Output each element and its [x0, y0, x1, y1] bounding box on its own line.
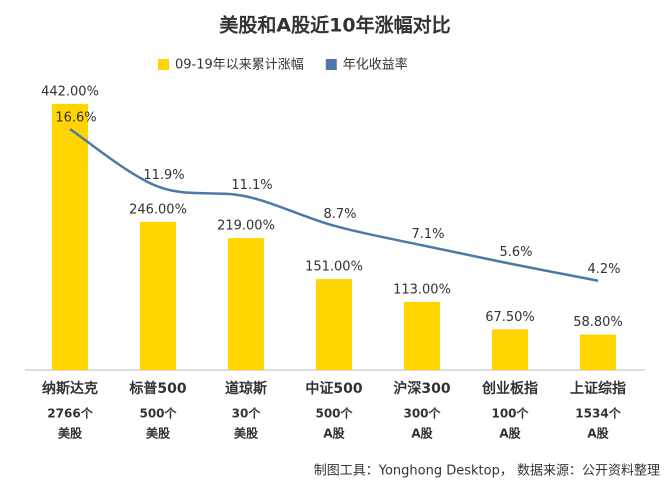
- category-note: A股: [323, 426, 345, 441]
- category-note: 1534个: [575, 406, 621, 421]
- category-note: A股: [411, 426, 433, 441]
- category-note: 2766个: [47, 406, 93, 421]
- x-tick-label: 上证综指: [570, 380, 626, 397]
- line-value-label: 7.1%: [411, 227, 444, 242]
- x-tick-label: 标普500: [128, 380, 186, 397]
- line-value-label: 11.1%: [231, 178, 272, 193]
- bar: [316, 279, 352, 370]
- category-note: 100个: [491, 406, 529, 421]
- line-value-label: 8.7%: [323, 207, 356, 222]
- bar: [492, 329, 528, 370]
- bar: [140, 221, 176, 370]
- bar: [580, 334, 616, 370]
- legend-label: 年化收益率: [343, 57, 408, 73]
- category-note: 300个: [403, 406, 441, 421]
- line-value-label: 4.2%: [587, 262, 620, 277]
- category-note: 500个: [315, 406, 353, 421]
- x-tick-label: 道琼斯: [225, 380, 267, 397]
- bar-value-label: 58.80%: [573, 315, 623, 330]
- category-note: A股: [499, 426, 521, 441]
- legend-label: 09-19年以来累计涨幅: [175, 58, 304, 73]
- bar-value-label: 219.00%: [217, 219, 275, 234]
- legend-swatch: [158, 59, 169, 70]
- bar: [52, 103, 88, 371]
- bar-value-label: 113.00%: [393, 282, 451, 297]
- chart-title: 美股和A股近10年涨幅对比: [219, 14, 450, 37]
- bar-value-label: 151.00%: [305, 260, 363, 275]
- category-note: 美股: [146, 426, 171, 441]
- x-tick-label: 中证500: [305, 380, 362, 397]
- x-tick-label: 创业板指: [481, 380, 538, 397]
- category-note: A股: [587, 426, 609, 441]
- line-value-label: 11.9%: [143, 168, 184, 183]
- line-value-label: 5.6%: [499, 245, 532, 260]
- bar: [404, 301, 440, 370]
- bar-value-label: 246.00%: [129, 202, 187, 217]
- x-tick-label: 沪深300: [393, 380, 450, 397]
- line-value-label: 16.6%: [55, 111, 96, 126]
- category-note: 美股: [234, 426, 259, 441]
- footer: 制图工具：Yonghong Desktop， 数据来源：公开资料整理: [314, 464, 660, 479]
- line: [69, 128, 599, 282]
- bar: [228, 238, 264, 370]
- category-note: 30个: [232, 406, 262, 421]
- bar-value-label: 67.50%: [485, 310, 535, 325]
- x-tick-label: 纳斯达克: [42, 380, 98, 397]
- category-note: 500个: [139, 406, 177, 421]
- bar-value-label: 442.00%: [41, 84, 99, 99]
- category-note: 美股: [58, 426, 83, 441]
- legend-swatch: [325, 59, 337, 70]
